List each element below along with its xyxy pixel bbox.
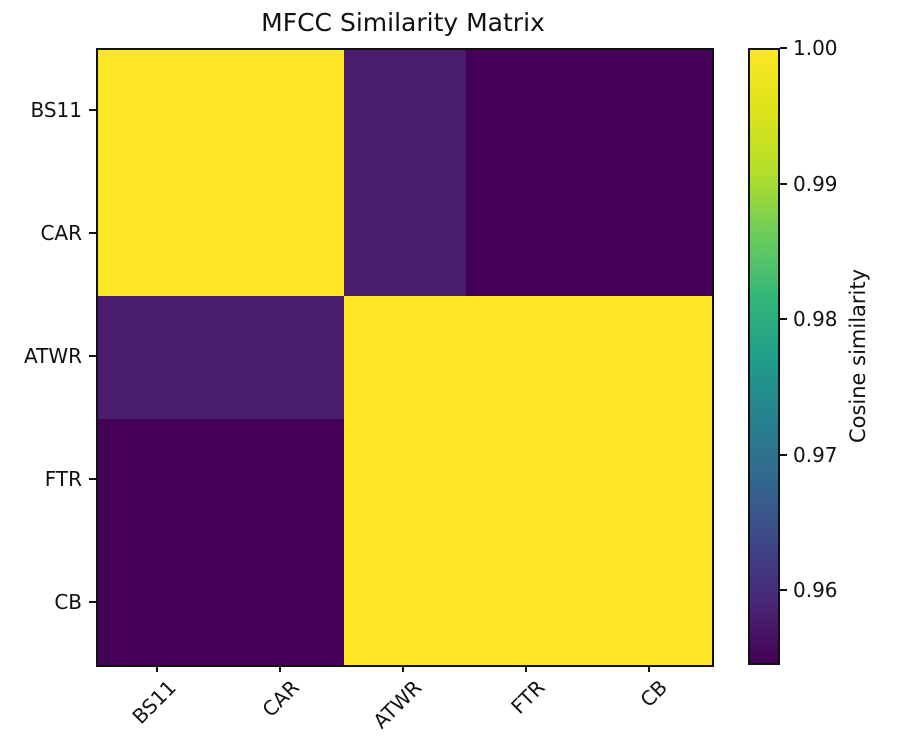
heatmap-axes — [96, 48, 714, 667]
heatmap-cell — [589, 542, 712, 665]
heatmap-cell — [220, 542, 344, 665]
heatmap-cell — [220, 296, 344, 419]
colorbar-label: Cosine similarity — [846, 268, 870, 444]
y-tick-label: FTR — [44, 466, 82, 491]
heatmap-cell — [98, 419, 221, 542]
heatmap-cell — [466, 50, 590, 173]
x-tick-label: CAR — [257, 675, 304, 722]
heatmap-cell — [98, 296, 221, 419]
heatmap-cell — [220, 173, 344, 296]
colorbar-tick-label: 0.97 — [793, 442, 838, 467]
heatmap-grid — [98, 50, 712, 665]
heatmap-cell — [466, 419, 590, 542]
colorbar-tick-label: 1.00 — [793, 36, 838, 60]
colorbar-tick-mark — [780, 182, 787, 185]
x-tick-mark — [647, 665, 650, 672]
y-tick-mark — [89, 354, 96, 357]
x-tick-mark — [402, 665, 404, 672]
y-tick-mark — [89, 600, 96, 603]
colorbar-tick-mark — [780, 453, 787, 456]
y-tick-label: CAR — [40, 220, 82, 245]
heatmap-cell — [220, 419, 344, 542]
y-tick-label: BS11 — [30, 97, 82, 122]
heatmap-cell — [466, 173, 590, 296]
colorbar-tick-label: 0.96 — [793, 578, 838, 603]
y-tick-mark — [89, 231, 96, 234]
colorbar — [748, 48, 780, 665]
heatmap-cell — [466, 296, 590, 419]
x-tick-label: CB — [635, 675, 672, 712]
colorbar-tick-mark — [780, 318, 787, 321]
colorbar-tick-label: 0.98 — [793, 307, 838, 332]
heatmap-cell — [98, 50, 221, 173]
heatmap-cell — [220, 50, 344, 173]
colorbar-tick-mark — [780, 47, 787, 49]
x-tick-label: FTR — [505, 675, 550, 719]
colorbar-tick-label: 0.99 — [793, 171, 838, 196]
y-tick-mark — [89, 108, 96, 111]
heatmap-cell — [466, 542, 590, 665]
y-tick-mark — [89, 477, 96, 480]
heatmap-cell — [343, 296, 467, 419]
x-tick-mark — [279, 665, 282, 672]
heatmap-cell — [343, 419, 467, 542]
heatmap-cell — [589, 50, 712, 173]
x-tick-label: BS11 — [127, 675, 181, 729]
heatmap-cell — [343, 50, 467, 173]
heatmap-cell — [589, 296, 712, 419]
heatmap-cell — [589, 173, 712, 296]
x-tick-mark — [156, 665, 159, 672]
y-tick-label: CB — [54, 589, 82, 614]
heatmap-cell — [98, 173, 221, 296]
colorbar-tick-mark — [780, 589, 787, 592]
y-tick-label: ATWR — [23, 343, 82, 368]
heatmap-cell — [98, 542, 221, 665]
heatmap-cell — [343, 542, 467, 665]
x-tick-mark — [524, 665, 527, 672]
x-tick-label: ATWR — [368, 675, 427, 734]
chart-title: MFCC Similarity Matrix — [261, 8, 545, 37]
heatmap-cell — [343, 173, 467, 296]
heatmap-cell — [589, 419, 712, 542]
